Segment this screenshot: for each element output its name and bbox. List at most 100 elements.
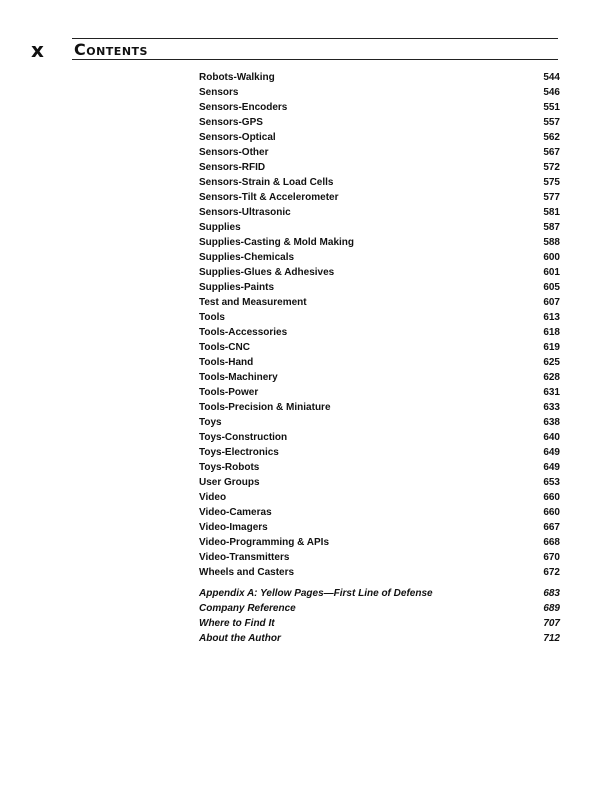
toc-entry-page: 581 xyxy=(543,207,560,218)
toc-entry-page: 588 xyxy=(543,237,560,248)
toc-entry[interactable]: Sensors-Optical 562 xyxy=(199,130,560,145)
toc-entry-label: Video-Programming & APIs xyxy=(199,537,330,548)
toc-list: Robots-Walking 544 Sensors 546 Sensors-Encod… xyxy=(199,70,560,646)
toc-entry[interactable]: Video 660 xyxy=(199,490,560,505)
toc-entry-page: 660 xyxy=(543,492,560,503)
toc-entry-label: Tools-Precision & Miniature xyxy=(199,402,331,413)
toc-entry[interactable]: Tools-CNC 619 xyxy=(199,340,560,355)
toc-entry[interactable]: Sensors-Ultrasonic 581 xyxy=(199,205,560,220)
header-bottom-rule xyxy=(72,59,558,60)
toc-entry[interactable]: Wheels and Casters 672 xyxy=(199,565,560,580)
toc-entry-label: Video xyxy=(199,492,227,503)
toc-entry[interactable]: Supplies-Glues & Adhesives 601 xyxy=(199,265,560,280)
toc-entry[interactable]: Company Reference 689 xyxy=(199,601,560,616)
page-title: Contents xyxy=(74,40,148,59)
toc-entry-label: Tools-CNC xyxy=(199,342,250,353)
toc-entry[interactable]: Toys 638 xyxy=(199,415,560,430)
toc-entry-label: Sensors-Ultrasonic xyxy=(199,207,291,218)
toc-entry-page: 649 xyxy=(543,462,560,473)
toc-entry-label: Company Reference xyxy=(199,603,296,614)
toc-entry[interactable]: About the Author 712 xyxy=(199,631,560,646)
toc-entry-page: 712 xyxy=(543,633,560,644)
toc-entry[interactable]: Toys-Robots 649 xyxy=(199,460,560,475)
toc-entry-label: Toys-Electronics xyxy=(199,447,279,458)
toc-entry-page: 572 xyxy=(543,162,560,173)
toc-entry[interactable]: Tools-Power 631 xyxy=(199,385,560,400)
toc-entry-page: 689 xyxy=(543,603,560,614)
toc-entry-label: Sensors xyxy=(199,87,239,98)
toc-entry[interactable]: Sensors-Other 567 xyxy=(199,145,560,160)
toc-entry-label: Supplies xyxy=(199,222,241,233)
toc-entry-page: 600 xyxy=(543,252,560,263)
toc-entry-label: Sensors-Optical xyxy=(199,132,276,143)
toc-entry-page: 683 xyxy=(543,588,560,599)
toc-entry-page: 668 xyxy=(543,537,560,548)
toc-entry-page: 633 xyxy=(543,402,560,413)
toc-entry-label: Supplies-Paints xyxy=(199,282,275,293)
toc-entry-page: 707 xyxy=(543,618,560,629)
toc-entry[interactable]: Supplies-Paints 605 xyxy=(199,280,560,295)
toc-entry-label: Robots-Walking xyxy=(199,72,275,83)
toc-entry-label: Tools-Accessories xyxy=(199,327,288,338)
toc-entry[interactable]: Video-Programming & APIs 668 xyxy=(199,535,560,550)
toc-entry-label: Sensors-Other xyxy=(199,147,269,158)
toc-entry-page: 660 xyxy=(543,507,560,518)
toc-entry[interactable]: Tools-Hand 625 xyxy=(199,355,560,370)
toc-entry[interactable]: Video-Transmitters 670 xyxy=(199,550,560,565)
toc-entry[interactable]: Appendix A: Yellow Pages—First Line of D… xyxy=(199,586,560,601)
page-marker: x xyxy=(31,38,44,62)
toc-entry-label: Test and Measurement xyxy=(199,297,307,308)
toc-entry[interactable]: Sensors-Encoders 551 xyxy=(199,100,560,115)
toc-entry[interactable]: Toys-Electronics 649 xyxy=(199,445,560,460)
toc-entry-page: 546 xyxy=(543,87,560,98)
toc-entry-label: Video-Cameras xyxy=(199,507,272,518)
toc-entry[interactable]: Sensors 546 xyxy=(199,85,560,100)
toc-entry-page: 638 xyxy=(543,417,560,428)
toc-entry-page: 640 xyxy=(543,432,560,443)
toc-entry-page: 601 xyxy=(543,267,560,278)
toc-entry-page: 667 xyxy=(543,522,560,533)
toc-entry-page: 575 xyxy=(543,177,560,188)
toc-entry[interactable]: Sensors-RFID 572 xyxy=(199,160,560,175)
toc-entry-page: 653 xyxy=(543,477,560,488)
toc-entry-label: Video-Imagers xyxy=(199,522,268,533)
toc-entry-label: Tools-Power xyxy=(199,387,259,398)
toc-entry[interactable]: Toys-Construction 640 xyxy=(199,430,560,445)
toc-entry-label: User Groups xyxy=(199,477,260,488)
toc-entry[interactable]: Tools-Precision & Miniature 633 xyxy=(199,400,560,415)
toc-entry[interactable]: Tools-Accessories 618 xyxy=(199,325,560,340)
toc-entry[interactable]: Tools-Machinery 628 xyxy=(199,370,560,385)
toc-entry-page: 670 xyxy=(543,552,560,563)
toc-entry-page: 577 xyxy=(543,192,560,203)
toc-entry-label: Supplies-Chemicals xyxy=(199,252,295,263)
toc-entry-page: 557 xyxy=(543,117,560,128)
toc-entry-page: 605 xyxy=(543,282,560,293)
toc-entry-label: Sensors-Tilt & Accelerometer xyxy=(199,192,339,203)
toc-entry-page: 551 xyxy=(543,102,560,113)
toc-entry[interactable]: Supplies 587 xyxy=(199,220,560,235)
toc-entry-label: Toys-Robots xyxy=(199,462,260,473)
toc-entry[interactable]: Supplies-Casting & Mold Making 588 xyxy=(199,235,560,250)
toc-entry[interactable]: Test and Measurement 607 xyxy=(199,295,560,310)
toc-entry-page: 587 xyxy=(543,222,560,233)
toc-entry-label: Sensors-Encoders xyxy=(199,102,288,113)
toc-entry[interactable]: Robots-Walking 544 xyxy=(199,70,560,85)
toc-entry[interactable]: User Groups 653 xyxy=(199,475,560,490)
toc-entry-label: Toys xyxy=(199,417,222,428)
toc-entry-page: 567 xyxy=(543,147,560,158)
toc-entry-page: 625 xyxy=(543,357,560,368)
toc-entry[interactable]: Tools 613 xyxy=(199,310,560,325)
toc-entry-page: 607 xyxy=(543,297,560,308)
header-top-rule xyxy=(72,38,558,39)
toc-entry[interactable]: Sensors-Tilt & Accelerometer 577 xyxy=(199,190,560,205)
toc-entry-label: Where to Find It xyxy=(199,618,275,629)
toc-entry-label: Tools-Hand xyxy=(199,357,254,368)
toc-entry[interactable]: Video-Imagers 667 xyxy=(199,520,560,535)
toc-entry[interactable]: Supplies-Chemicals 600 xyxy=(199,250,560,265)
toc-entry[interactable]: Where to Find It 707 xyxy=(199,616,560,631)
toc-entry[interactable]: Sensors-Strain & Load Cells 575 xyxy=(199,175,560,190)
toc-entry-label: Sensors-RFID xyxy=(199,162,266,173)
toc-entry[interactable]: Sensors-GPS 557 xyxy=(199,115,560,130)
toc-entry[interactable]: Video-Cameras 660 xyxy=(199,505,560,520)
toc-entry-page: 613 xyxy=(543,312,560,323)
